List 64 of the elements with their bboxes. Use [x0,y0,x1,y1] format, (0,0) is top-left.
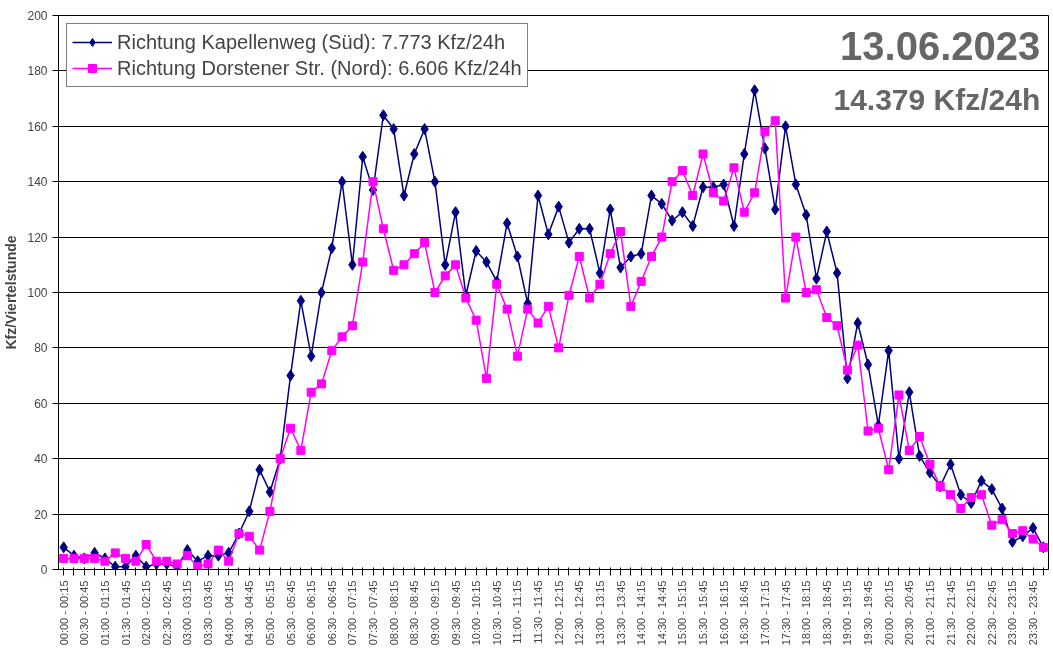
x-tick-label: 19:30 - 19:45 [862,580,875,646]
x-tick-label: 23:00 - 23:15 [1006,580,1019,646]
x-tick-label: 12:00 - 12:15 [552,580,565,646]
x-tick-label: 02:30 - 02:45 [160,580,173,646]
x-tick-label: 00:00 - 00:15 [57,580,70,646]
x-tick-label: 06:30 - 06:45 [325,580,338,646]
x-tick-label: 20:00 - 20:15 [882,580,895,646]
x-tick-label: 05:00 - 05:15 [263,580,276,646]
x-tick-label: 22:30 - 22:45 [985,580,998,646]
x-tick-label: 13:30 - 13:45 [614,580,627,646]
x-tick-label: 13:00 - 13:15 [593,580,606,646]
x-tick-label: 19:00 - 19:15 [841,580,854,646]
y-tick-label: 100 [27,286,48,300]
y-tick-label: 120 [27,230,48,245]
annotation: 14.379 Kfz/24h [833,83,1041,117]
x-tick-label: 03:00 - 03:15 [181,580,194,646]
x-tick-label: 07:30 - 07:45 [367,580,380,646]
y-axis-title: Kfz/Viertelstunde [3,235,20,350]
x-tick-label: 09:00 - 09:15 [428,580,441,646]
legend-label: Richtung Kapellenweg (Süd): 7.773 Kfz/24h [117,29,506,55]
x-tick-label: 00:30 - 00:45 [78,580,91,646]
x-tick-label: 20:30 - 20:45 [903,580,916,646]
x-tick-label: 17:00 - 17:15 [758,580,771,646]
x-tick-label: 05:30 - 05:45 [284,580,297,646]
x-tick-label: 12:30 - 12:45 [573,580,586,646]
x-tick-label: 08:00 - 08:15 [387,580,400,646]
x-tick-label: 22:00 - 22:15 [965,580,978,646]
y-tick-label: 60 [34,396,48,411]
x-tick-label: 10:30 - 10:45 [490,580,503,646]
y-tick-label: 80 [34,341,48,356]
y-tick-label: 20 [34,507,48,522]
x-tick-label: 21:30 - 21:45 [944,580,957,646]
y-tick-label: 40 [34,452,48,467]
x-tick-label: 11:00 - 11:15 [511,580,524,644]
y-tick-label: 200 [27,9,48,23]
y-tick-label: 180 [27,64,48,79]
y-tick-label: 0 [40,563,48,577]
x-tick-label: 08:30 - 08:45 [408,580,421,646]
x-tick-label: 18:00 - 18:15 [800,580,813,646]
x-tick-label: 14:00 - 14:15 [635,580,648,646]
legend-label: Richtung Dorstener Str. (Nord): 6.606 Kfz/24h [117,55,522,81]
x-tick-label: 18:30 - 18:45 [820,580,833,646]
x-tick-label: 16:30 - 16:45 [738,580,751,646]
x-tick-label: 15:00 - 15:15 [676,580,689,646]
x-tick-label: 23:30 - 23:45 [1027,580,1040,646]
x-tick-label: 11:30 - 11:45 [532,580,545,644]
y-tick-label: 160 [27,119,48,134]
annotation: 13.06.2023 [840,23,1041,68]
x-tick-label: 15:30 - 15:45 [697,580,710,646]
x-tick-label: 16:00 - 16:15 [717,580,730,646]
x-tick-label: 10:00 - 10:15 [470,580,483,646]
x-tick-label: 04:00 - 04:15 [222,580,235,646]
x-tick-label: 17:30 - 17:45 [779,580,792,646]
x-tick-label: 14:30 - 14:45 [655,580,668,646]
y-tick-label: 140 [27,175,48,190]
x-tick-label: 01:00 - 01:15 [98,580,111,646]
x-tick-label: 03:30 - 03:45 [202,580,215,646]
x-tick-label: 01:30 - 01:45 [119,580,132,646]
x-tick-label: 02:00 - 02:15 [140,580,153,646]
x-tick-label: 09:30 - 09:45 [449,580,462,646]
x-tick-label: 06:00 - 06:15 [305,580,318,646]
x-tick-label: 04:30 - 04:45 [243,580,256,646]
x-tick-label: 21:00 - 21:15 [923,580,936,646]
x-tick-label: 07:00 - 07:15 [346,580,359,646]
